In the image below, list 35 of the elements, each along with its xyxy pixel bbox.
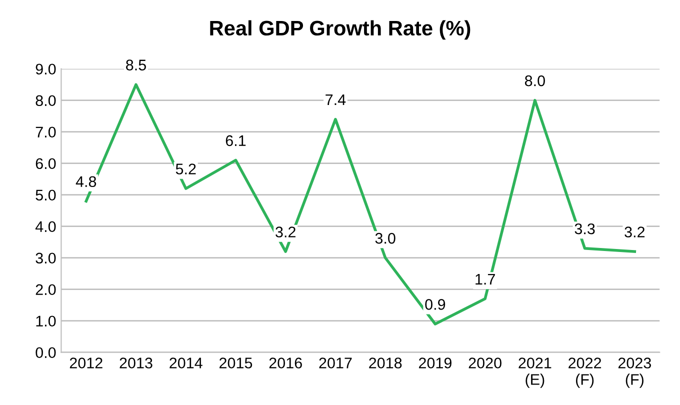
x-tick-label: 2013 (120, 358, 152, 368)
x-tick-label: 2021 (E) (518, 358, 552, 388)
y-tick-label: 6.0 (36, 158, 56, 170)
data-label: 8.0 (524, 75, 545, 86)
y-tick-label: 9.0 (36, 64, 56, 75)
data-label: 3.2 (624, 226, 645, 238)
x-tick-label: 2019 (418, 358, 452, 368)
data-label: 0.9 (425, 299, 446, 310)
data-label: 7.4 (326, 94, 346, 105)
data-label: 5.2 (176, 164, 196, 174)
data-label: 1.7 (476, 274, 495, 285)
y-tick-label: 3.0 (36, 252, 56, 264)
data-label: 4.8 (76, 176, 96, 188)
x-tick-label: 2012 (70, 358, 102, 368)
y-tick-label: 1.0 (36, 316, 56, 327)
x-tick-label: 2015 (220, 358, 252, 368)
y-tick-label: 0.0 (36, 347, 56, 358)
y-tick-label: 2.0 (36, 284, 56, 296)
x-tick-label: 2014 (170, 358, 202, 368)
x-tick-label: 2020 (468, 358, 502, 368)
y-tick-label: 5.0 (36, 190, 56, 201)
y-tick-label: 7.0 (36, 126, 56, 138)
chart-title: Real GDP Growth Rate (%) (210, 20, 470, 40)
data-label: 3.2 (276, 226, 296, 238)
x-tick-label: 2023 (F) (618, 358, 651, 388)
x-tick-label: 2017 (319, 358, 352, 368)
data-label: 6.1 (226, 135, 246, 146)
x-tick-label: 2018 (369, 358, 402, 368)
data-label: 3.0 (375, 232, 396, 244)
data-label: 8.5 (126, 60, 146, 70)
data-label: 3.3 (574, 223, 595, 234)
y-tick-label: 8.0 (36, 95, 56, 106)
x-tick-label: 2016 (269, 358, 302, 368)
y-tick-label: 4.0 (35, 221, 56, 232)
x-tick-label: 2022 (F) (568, 358, 602, 388)
